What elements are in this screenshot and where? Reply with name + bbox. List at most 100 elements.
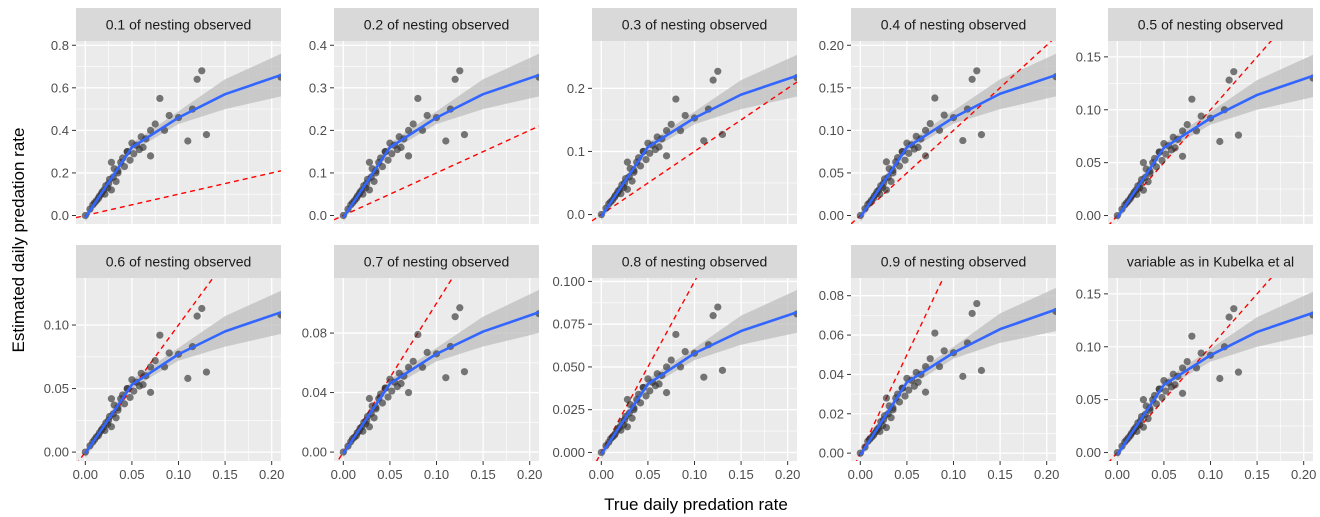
x-tick-label: 0.15: [212, 467, 237, 482]
y-tick-label: 0.0: [567, 207, 585, 222]
data-point: [882, 158, 891, 166]
data-point: [662, 127, 671, 135]
data-point: [1144, 415, 1152, 423]
y-tick-label: 0.8: [51, 38, 69, 53]
data-point: [1178, 127, 1187, 135]
facet-panel: 0.5 of nesting observed 0.00 0.05 0.10 0.15: [1076, 8, 1313, 224]
data-point: [700, 137, 708, 145]
data-point: [460, 368, 469, 376]
data-point: [642, 156, 650, 164]
data-point: [636, 399, 645, 407]
y-tick-label: 0.1: [567, 144, 585, 159]
facet-strip: [851, 245, 1056, 278]
x-tick-label: 0.10: [424, 467, 449, 482]
x-tick-label: 0.05: [119, 467, 144, 482]
facet-strip-label: 0.1 of nesting observed: [106, 17, 252, 33]
data-point: [921, 152, 930, 160]
data-point: [1144, 178, 1152, 186]
y-tick-label: 0.3: [309, 80, 327, 95]
data-point: [672, 95, 680, 103]
y-tick-label: 0.000: [552, 445, 585, 460]
data-point: [184, 137, 192, 145]
smooth-fit-line: [859, 73, 1056, 218]
confidence-band: [601, 289, 797, 460]
y-tick-label: 0.04: [302, 385, 327, 400]
gridlines: [334, 41, 539, 224]
x-tick-label: 0.20: [517, 467, 542, 482]
data-point: [700, 373, 708, 381]
y-tick-label: 0.06: [819, 328, 844, 343]
y-tick-label: 0.00: [44, 445, 69, 460]
data-point: [388, 387, 396, 395]
confidence-band: [860, 53, 1056, 223]
y-tick-label: 0.025: [552, 402, 585, 417]
reference-line: [1108, 278, 1273, 461]
data-point: [718, 130, 727, 138]
data-point: [414, 94, 422, 103]
data-point: [1152, 163, 1161, 171]
data-point: [914, 378, 922, 386]
x-tick-label: 0.00: [848, 467, 873, 482]
data-point: [905, 149, 913, 157]
data-layer: [1108, 278, 1313, 461]
x-axis-title: True daily predation rate: [604, 495, 788, 514]
data-point: [1139, 396, 1148, 404]
data-point: [1158, 393, 1166, 402]
x-tick-label: 0.15: [987, 467, 1012, 482]
facet-strip: [1108, 245, 1313, 278]
data-point: [151, 120, 159, 128]
data-point: [388, 150, 396, 158]
confidence-band: [85, 290, 281, 459]
y-tick-label: 0.10: [44, 318, 69, 333]
data-point: [1216, 137, 1224, 146]
data-layer: [77, 278, 281, 461]
data-point: [968, 75, 976, 83]
x-tick-label: 0.10: [682, 467, 707, 482]
data-point: [112, 414, 120, 422]
y-tick-label: 0.0: [309, 208, 327, 223]
confidence-band: [1117, 54, 1313, 222]
reference-line: [334, 125, 539, 221]
facet-panel: 0.1 of nesting observed 0.0 0.2 0.4 0.6 0.8: [51, 8, 281, 224]
data-point: [1162, 387, 1170, 395]
data-point: [935, 362, 944, 371]
x-tick-label: 0.20: [1034, 467, 1059, 482]
y-tick-label: 0.00: [302, 445, 327, 460]
data-point: [1197, 349, 1205, 357]
data-point: [977, 131, 986, 139]
data-point: [1183, 357, 1191, 366]
data-point: [973, 67, 981, 75]
y-tick-label: 0.05: [819, 165, 844, 180]
data-point: [198, 67, 206, 75]
data-point: [126, 156, 134, 164]
data-point: [926, 119, 934, 128]
data-point: [359, 427, 367, 435]
data-point: [193, 75, 201, 83]
data-point: [365, 158, 374, 166]
data-point: [882, 423, 891, 432]
x-tick-label: 0.10: [1198, 467, 1223, 482]
data-point: [404, 388, 413, 397]
facet-strip-label: 0.4 of nesting observed: [881, 17, 1027, 33]
smooth-fit-line: [600, 310, 797, 455]
data-point: [667, 356, 675, 364]
data-point: [130, 150, 138, 158]
data-point: [107, 423, 116, 431]
data-point: [202, 368, 211, 376]
x-tick-label: 0.05: [1151, 467, 1176, 482]
data-point: [112, 177, 120, 186]
data-point: [146, 126, 155, 134]
data-point: [146, 152, 155, 160]
y-tick-label: 0.05: [1076, 155, 1101, 170]
data-point: [397, 380, 405, 388]
data-point: [681, 347, 689, 356]
data-point: [423, 348, 431, 356]
data-point: [165, 111, 173, 120]
y-tick-label: 0.0: [51, 208, 69, 223]
data-layer: [592, 54, 797, 222]
y-tick-label: 0.10: [1076, 102, 1101, 117]
data-layer: [851, 41, 1056, 224]
data-point: [1183, 120, 1191, 129]
data-point: [628, 414, 636, 422]
